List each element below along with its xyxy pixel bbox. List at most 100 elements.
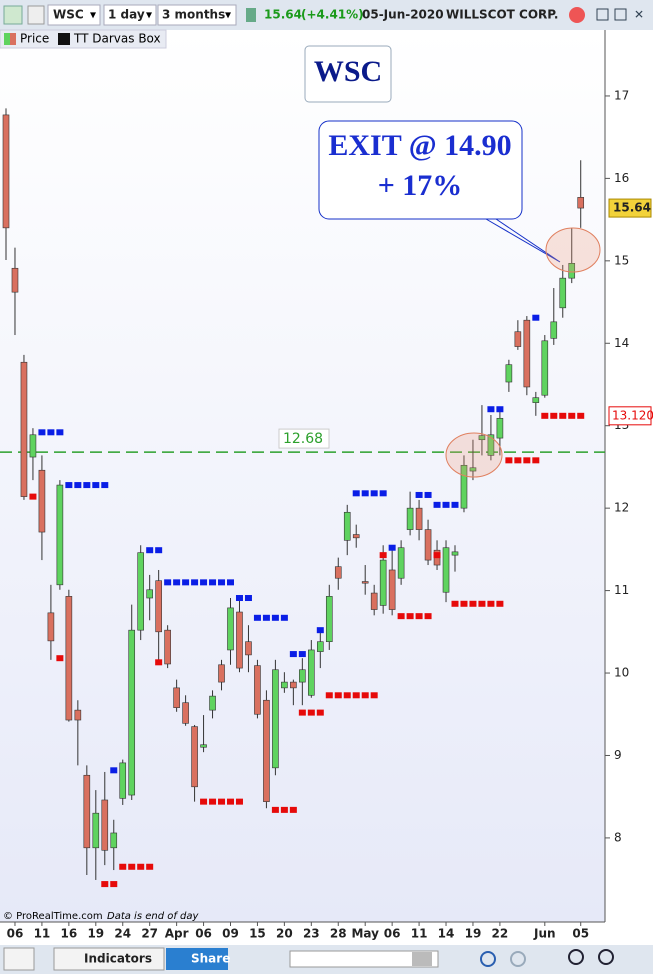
box-tag-label: 13.120 [612,408,653,422]
candle-body [316,641,324,652]
chart-icon[interactable] [3,5,23,25]
darvas-top [442,501,450,508]
darvas-bottom [227,798,234,805]
darvas-bottom [361,692,369,699]
candle-body [361,581,369,584]
darvas-bottom [128,863,136,870]
candle-body [119,762,127,799]
interval-box[interactable] [103,4,157,26]
y-axis-area [605,30,653,922]
darvas-bottom [496,600,504,607]
y-tick-label: 17 [614,88,629,102]
darvas-top [280,614,288,621]
x-tick-label: Apr [165,927,189,941]
darvas-top [83,482,91,489]
darvas-bottom [559,412,567,419]
darvas-top [182,579,190,586]
undo-icon[interactable] [480,951,496,967]
scrollbar[interactable] [289,950,439,968]
candle-body [550,321,558,339]
candle-body [388,569,396,610]
candle-body [532,397,540,403]
info-icon[interactable] [246,8,256,22]
darvas-top [164,579,172,586]
x-tick-label: 06 [195,927,212,941]
x-tick-label: 28 [330,927,347,941]
darvas-bottom [110,881,118,888]
darvas-top [155,547,163,554]
share-button[interactable] [166,948,228,970]
candle-body [281,681,288,689]
title-box [304,45,392,103]
darvas-top [101,482,109,489]
candle-body [352,534,360,539]
y-tick-label: 15 [614,253,629,267]
darvas-bottom [316,709,324,716]
scroll-thumb[interactable] [412,952,432,966]
candle-body [2,114,10,229]
candle-body [308,649,315,696]
y-tick-label: 8 [614,830,622,844]
zoom-out-icon[interactable] [568,949,584,965]
refresh-icon[interactable] [569,7,585,23]
darvas-bottom [424,613,432,620]
candle-body [272,669,279,769]
darvas-top [92,482,100,489]
dropdown-arrow: ▾ [146,8,152,22]
candle-body [227,607,234,651]
darvas-top [424,491,432,498]
candle-body [415,507,423,530]
x-tick-label: 27 [141,927,158,941]
x-tick-label: 11 [411,927,428,941]
annotation: + 17% [378,169,463,202]
redo-icon[interactable] [510,951,526,967]
candle-body [290,681,297,689]
darvas-bottom [487,600,495,607]
darvas-bottom [119,863,127,870]
x-tick-label: 16 [61,927,78,941]
maximize-button[interactable] [614,8,627,21]
candle-body [299,669,306,683]
darvas-top [298,651,306,658]
symbol: WSC [53,8,84,22]
darvas-bottom [451,600,459,607]
darvas-bottom [137,863,145,870]
darvas-top [379,490,387,497]
darvas-top [370,490,378,497]
close-button[interactable]: ✕ [634,8,644,22]
dropdown-arrow: ▾ [225,8,231,22]
darvas-top [451,501,459,508]
x-axis-area [0,922,653,945]
candle-body [559,277,567,309]
x-tick-label: 22 [492,927,509,941]
darvas-top [244,595,252,602]
darvas-bottom [550,412,558,419]
candle-body [325,596,333,643]
candle-body [101,799,109,851]
symbol-box[interactable] [47,4,101,26]
candle-body [442,547,450,593]
darvas-bottom [271,806,279,813]
period-box[interactable] [157,4,237,26]
candle-body [164,629,171,665]
x-tick-label: 06 [7,927,24,941]
minimize-button[interactable] [596,8,609,21]
darvas-top [352,490,360,497]
x-tick-label: 05 [572,927,589,941]
candle-body [505,364,513,383]
link-icon[interactable] [27,5,45,25]
candle-body [110,832,118,849]
darvas-top [56,429,64,436]
legend-label: Price [20,32,49,46]
darvas-bottom [397,613,405,620]
draw-tool[interactable] [3,947,35,971]
darvas-top [262,614,270,621]
period: 3 months [162,8,225,22]
candle-body [424,529,432,561]
candle-body [577,197,585,209]
zoom-in-icon[interactable] [598,949,614,965]
indicators-button[interactable] [53,947,165,971]
darvas-top [289,651,297,658]
y-tick-label: 12 [614,501,629,515]
